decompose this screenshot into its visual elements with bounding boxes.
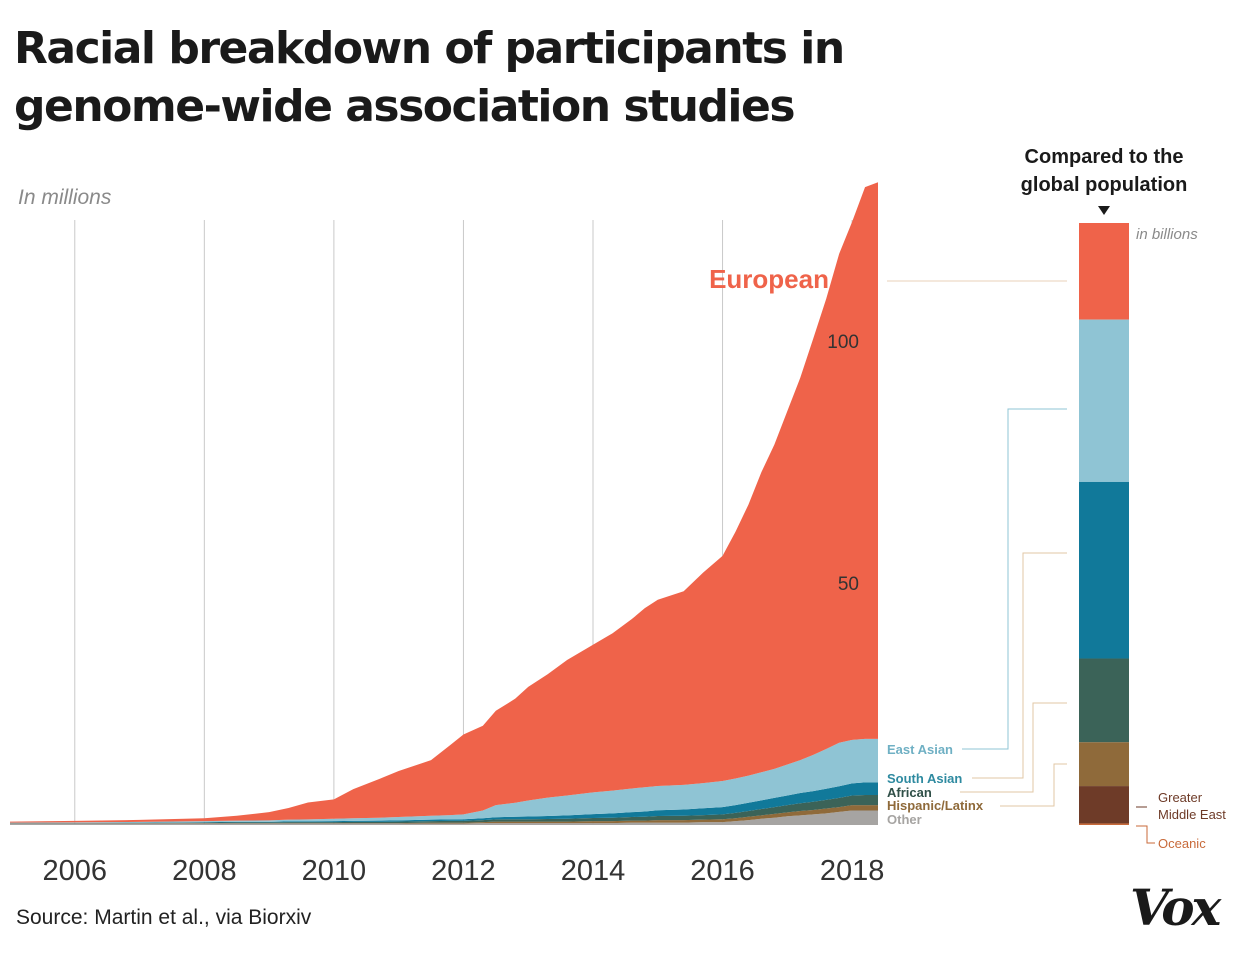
population-segment-african [1079, 658, 1129, 743]
area-european [10, 182, 878, 823]
population-segment-hispanic-latinx [1079, 742, 1129, 787]
series-label: African [887, 785, 932, 800]
series-label: Other [887, 812, 922, 827]
area-east-asian [10, 738, 878, 823]
population-segment-greater-middle-east [1079, 786, 1129, 824]
inset-title-line: Compared to the [1025, 146, 1184, 168]
down-arrow-icon [1098, 206, 1110, 215]
series-label: European [709, 264, 829, 294]
connector-line [1136, 825, 1155, 844]
y-tick-label: 100 [827, 332, 859, 353]
x-tick-label: 2012 [431, 855, 496, 887]
inset-note: in billions [1136, 226, 1198, 243]
inset-label-greater-middle-east: Greater [1158, 790, 1203, 805]
x-tick-label: 2016 [690, 855, 755, 887]
x-tick-label: 2018 [820, 855, 885, 887]
series-label: East Asian [887, 742, 953, 757]
x-tick-label: 2014 [561, 855, 626, 887]
inset-title-line: global population [1021, 174, 1188, 196]
x-tick-label: 2006 [43, 855, 108, 887]
connector-line [1000, 763, 1067, 807]
area-south-asian [10, 782, 878, 824]
inset-label-greater-middle-east: Middle East [1158, 807, 1226, 822]
population-segment-east-asian [1079, 319, 1129, 482]
source-note: Source: Martin et al., via Biorxiv [16, 906, 312, 929]
x-tick-label: 2008 [172, 855, 237, 887]
x-tick-label: 2010 [302, 855, 367, 887]
connector-line [972, 552, 1067, 779]
inset-label-oceanic: Oceanic [1158, 836, 1206, 851]
y-tick-label: 50 [838, 574, 859, 595]
vox-logo: Vox [1130, 878, 1221, 937]
area-african [10, 794, 878, 824]
series-label: Hispanic/Latinx [887, 798, 984, 813]
population-segment-oceanic [1079, 823, 1129, 825]
connector-line [962, 408, 1067, 750]
chart-title: Racial breakdown of participants in geno… [14, 23, 845, 132]
population-segment-south-asian [1079, 481, 1129, 659]
y-unit-label: In millions [18, 186, 112, 209]
series-label: South Asian [887, 771, 962, 786]
population-segment-european [1079, 223, 1129, 320]
connector-line [960, 702, 1067, 793]
